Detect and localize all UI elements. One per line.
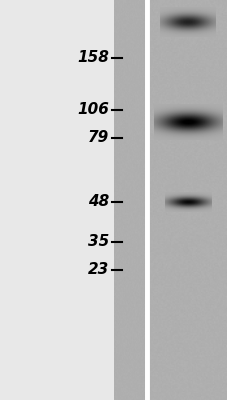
Text: 35: 35 (88, 234, 109, 250)
Bar (149, 0, 226, 400)
Text: 158: 158 (77, 50, 109, 66)
Text: 48: 48 (88, 194, 109, 210)
Text: 106: 106 (77, 102, 109, 118)
Text: 23: 23 (88, 262, 109, 278)
Text: 79: 79 (88, 130, 109, 146)
Bar (114, 0, 144, 400)
